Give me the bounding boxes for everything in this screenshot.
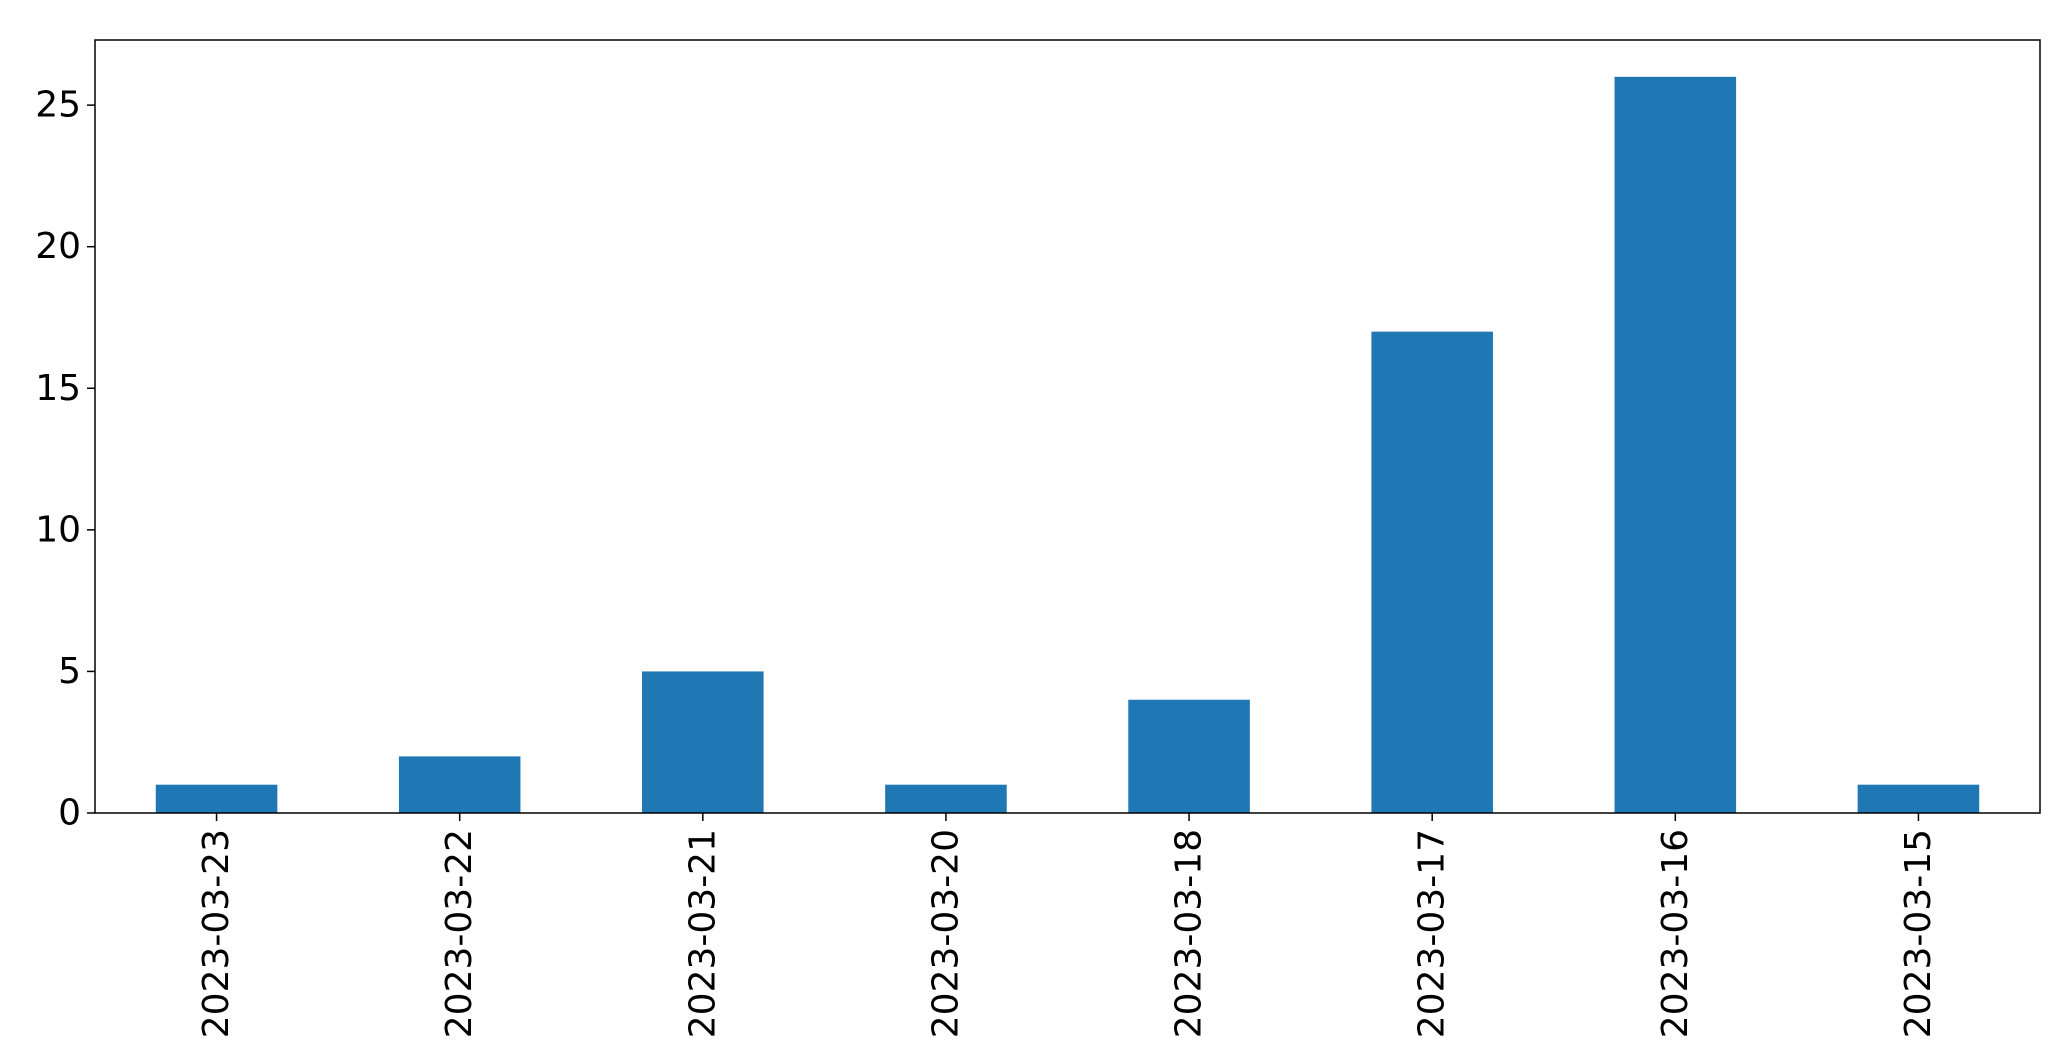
bar-2023-03-22 [398, 756, 521, 813]
bar-2023-03-16 [1614, 76, 1737, 814]
bar-2023-03-18 [1128, 699, 1250, 813]
y-tick-label: 0 [58, 793, 81, 834]
x-tick-label: 2023-03-22 [439, 829, 480, 1038]
x-tick-label: 2023-03-20 [925, 829, 966, 1038]
bar-2023-03-20 [885, 784, 1007, 813]
y-axis: 0 5 10 15 20 25 [35, 85, 95, 834]
x-tick-label: 2023-03-18 [1169, 829, 1210, 1038]
x-tick-label: 2023-03-23 [196, 829, 237, 1038]
y-tick-label: 5 [58, 651, 81, 692]
bar-2023-03-23 [155, 784, 278, 813]
y-tick-label: 10 [35, 509, 81, 550]
bar-2023-03-21 [642, 671, 764, 813]
x-tick-label: 2023-03-21 [682, 829, 723, 1038]
x-axis: 2023-03-23 2023-03-22 2023-03-21 2023-03-20… [196, 813, 1939, 1038]
x-tick-label: 2023-03-15 [1898, 829, 1939, 1038]
y-tick-label: 20 [35, 226, 81, 267]
plot-frame [94, 39, 2041, 814]
y-tick-label: 15 [35, 368, 81, 409]
bar-2023-03-17 [1371, 331, 1493, 813]
x-tick-label: 2023-03-17 [1412, 829, 1453, 1038]
bars-layer [155, 76, 1980, 814]
y-tick-label: 25 [35, 85, 81, 126]
bar-2023-03-15 [1857, 784, 1980, 813]
x-tick-label: 2023-03-16 [1655, 829, 1696, 1038]
